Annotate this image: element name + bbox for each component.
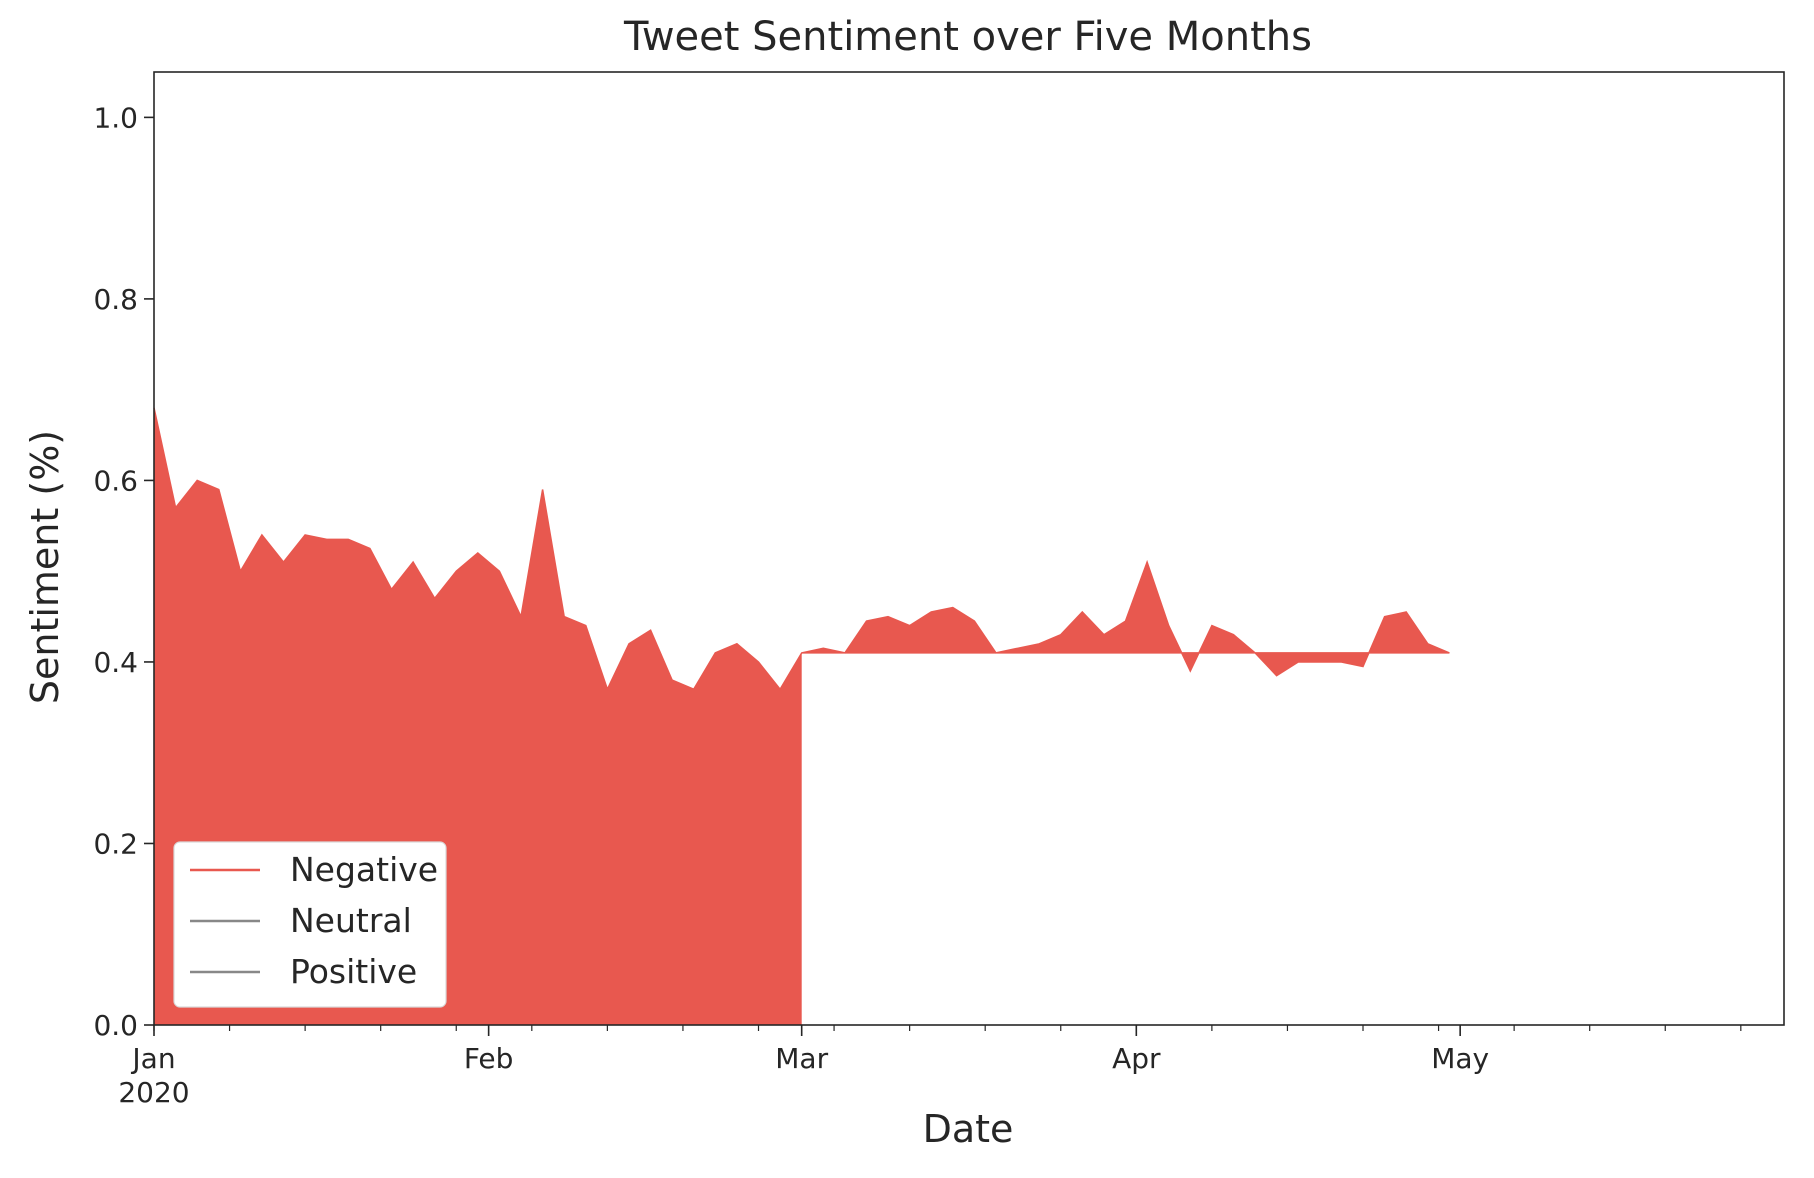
x-tick-label: May — [1431, 1042, 1489, 1075]
x-tick-label: Feb — [464, 1042, 514, 1075]
y-tick-label: 0.8 — [93, 283, 138, 316]
y-axis-label: Sentiment (%) — [23, 430, 67, 704]
line-negative — [153, 407, 1450, 692]
legend-label-positive: Positive — [290, 952, 417, 991]
area-negative — [154, 407, 1450, 1025]
y-tick-label: 1.0 — [93, 101, 138, 134]
x-axis-label: Date — [923, 1107, 1014, 1151]
chart-lines — [153, 407, 1450, 692]
y-tick-label: 0.2 — [93, 827, 138, 860]
plot-frame — [153, 71, 1785, 1026]
y-tick-label: 0.0 — [93, 1009, 138, 1042]
legend: Negative Neutral Positive — [173, 841, 447, 1008]
x-tick-label: Mar — [775, 1042, 828, 1075]
y-tick-label: 0.6 — [93, 464, 138, 497]
chart-areas — [154, 407, 1450, 1025]
x-tick-label: Apr — [1112, 1042, 1161, 1075]
y-axis: 0.0 0.2 0.4 0.6 0.8 1.0 — [93, 101, 154, 1042]
x-tick-label: Jan — [130, 1042, 175, 1075]
legend-label-neutral: Neutral — [290, 901, 412, 940]
legend-label-negative: Negative — [290, 850, 438, 889]
x-tick-sublabel: 2020 — [118, 1076, 189, 1109]
chart-title: Tweet Sentiment over Five Months — [623, 14, 1312, 60]
y-tick-label: 0.4 — [93, 646, 138, 679]
legend-box — [173, 841, 447, 1008]
